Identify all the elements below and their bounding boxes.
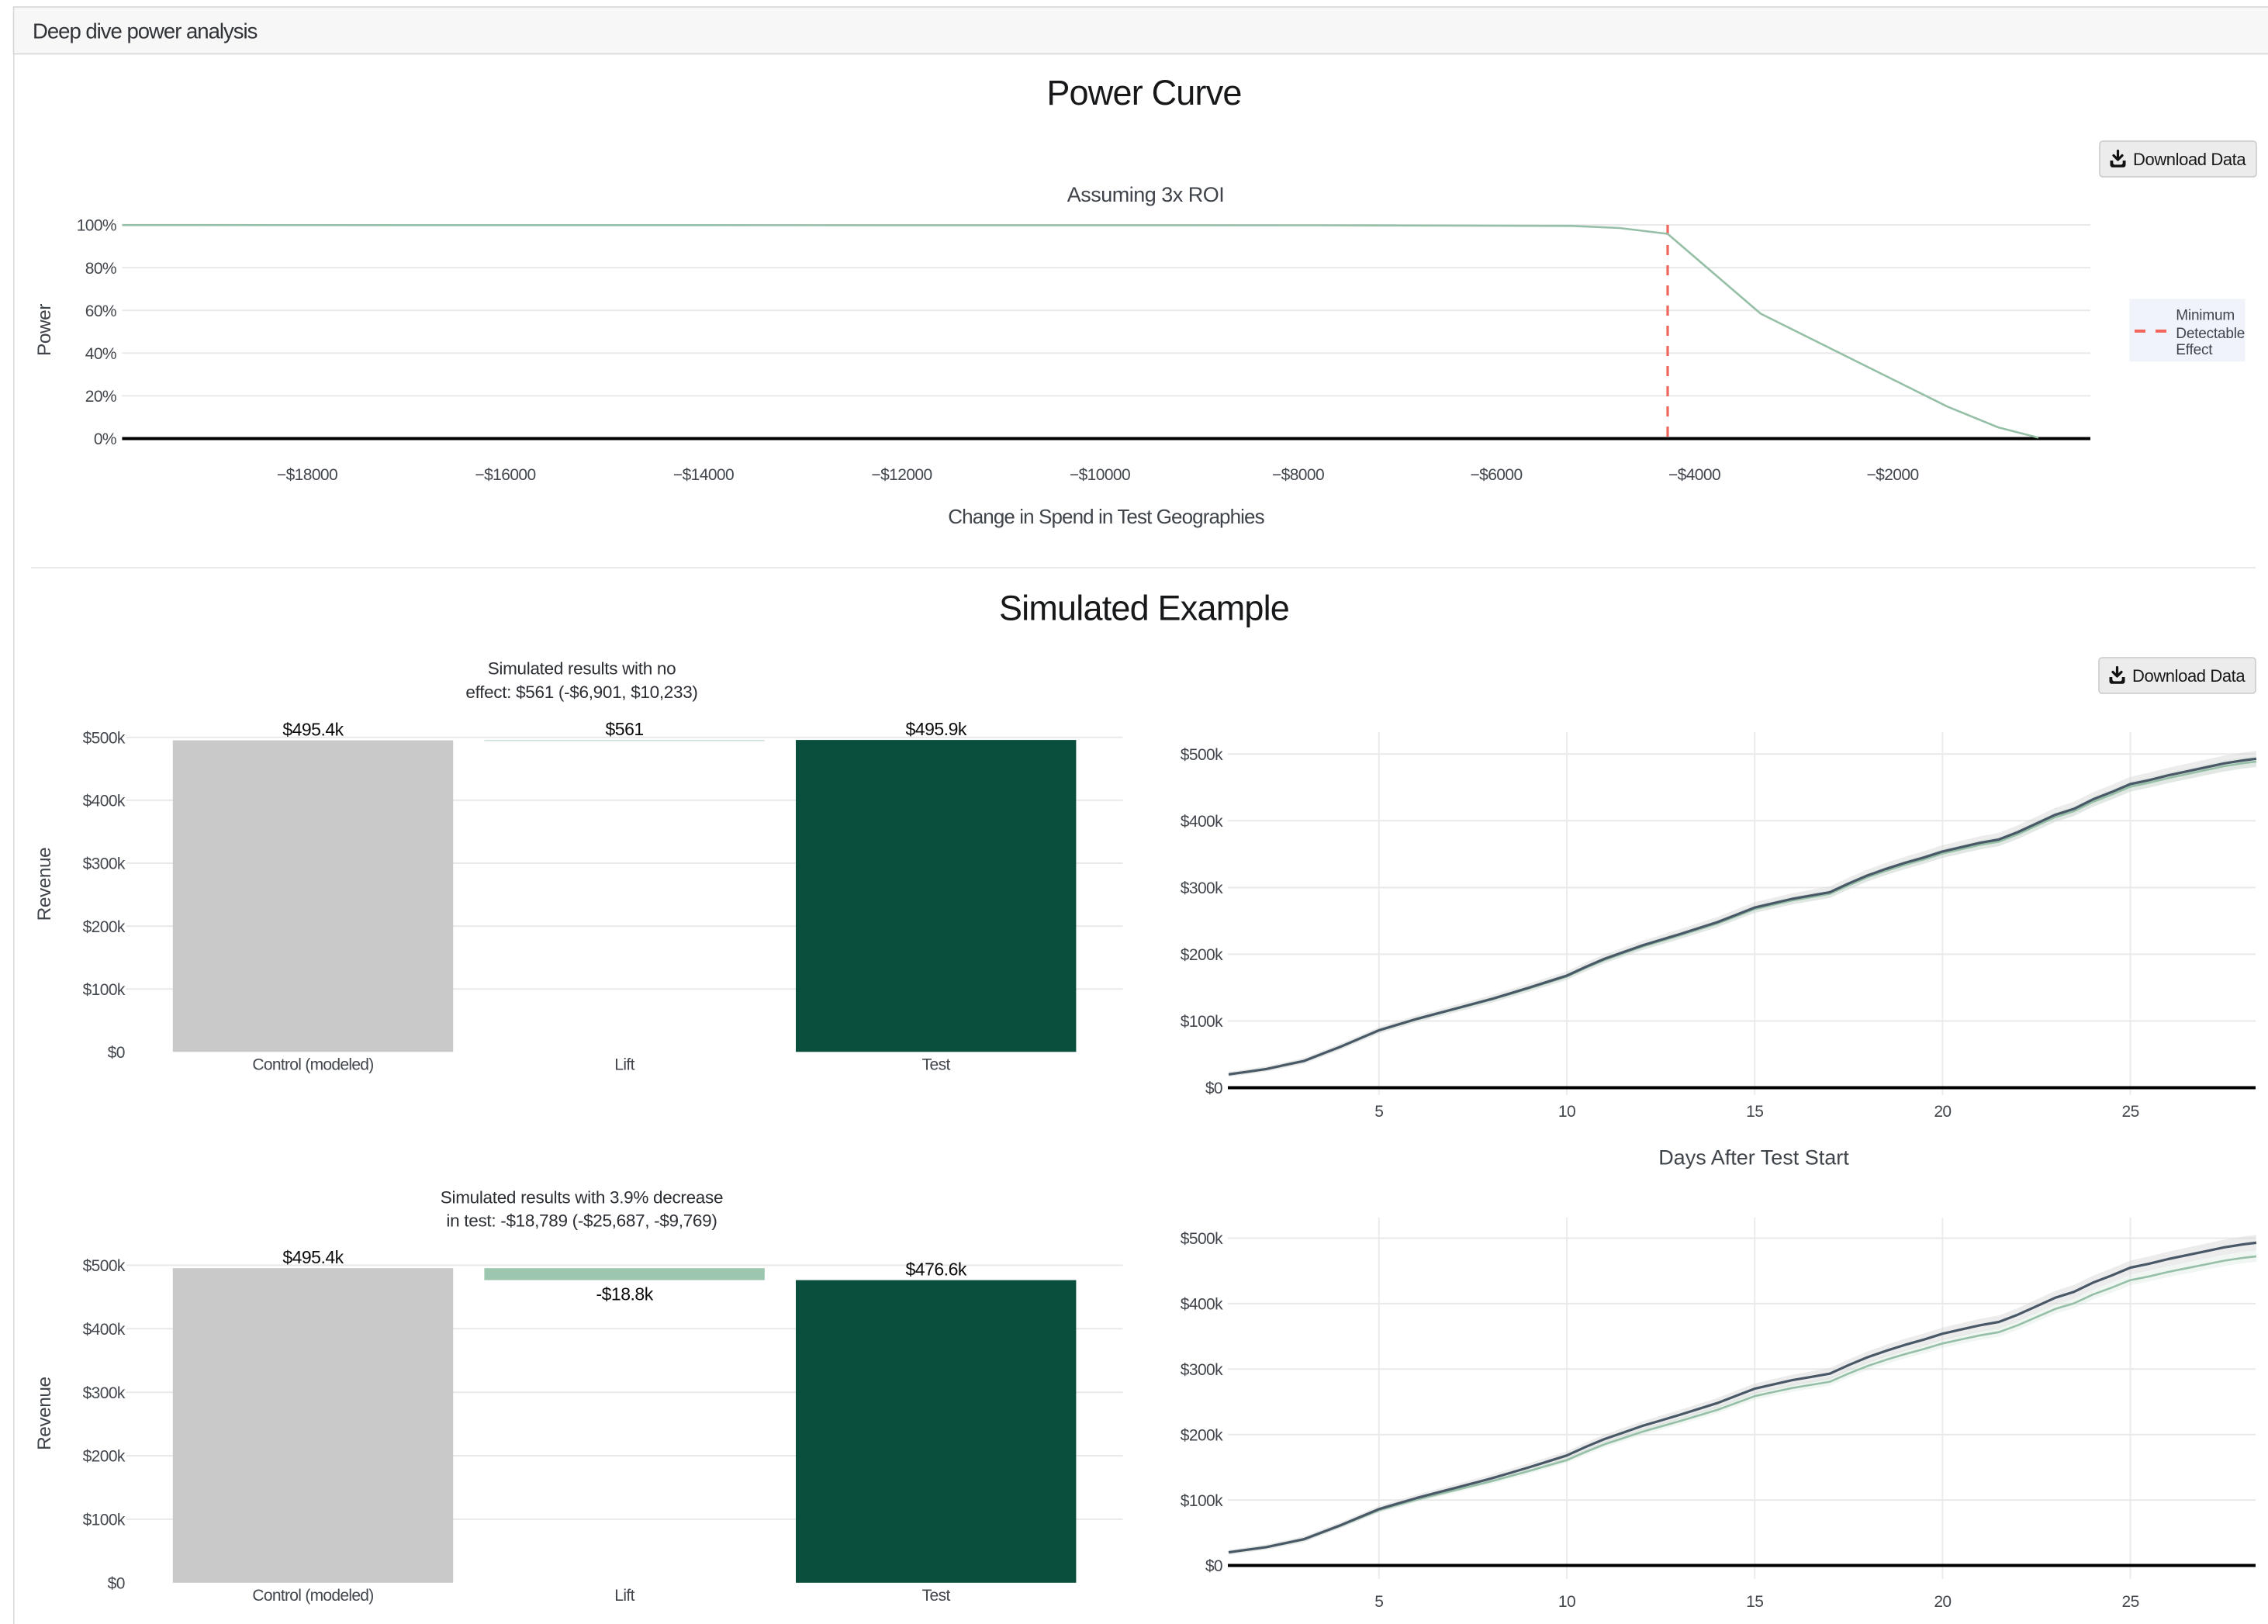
svg-text:15: 15: [1746, 1103, 1763, 1121]
svg-text:Test: Test: [922, 1056, 951, 1073]
svg-text:$100k: $100k: [1181, 1013, 1223, 1031]
svg-text:$400k: $400k: [1181, 813, 1223, 831]
svg-text:in test: -$18,789 (-$25,687, -: in test: -$18,789 (-$25,687, -$9,769): [446, 1211, 717, 1230]
svg-text:5: 5: [1374, 1103, 1383, 1121]
svg-text:20: 20: [1934, 1103, 1951, 1121]
svg-text:15: 15: [1746, 1593, 1763, 1611]
svg-text:40%: 40%: [85, 345, 116, 363]
svg-text:60%: 60%: [85, 302, 116, 320]
svg-text:Change in Spend in Test Geogra: Change in Spend in Test Geographies: [948, 505, 1264, 528]
svg-text:−$4000: −$4000: [1668, 466, 1720, 484]
svg-text:$300k: $300k: [1181, 879, 1223, 897]
svg-text:$400k: $400k: [83, 793, 126, 810]
svg-text:Effect: Effect: [2176, 342, 2213, 358]
svg-text:Power: Power: [34, 304, 55, 356]
svg-text:$300k: $300k: [83, 1384, 126, 1402]
svg-text:Assuming 3x ROI: Assuming 3x ROI: [1067, 183, 1225, 206]
svg-text:0%: 0%: [94, 430, 116, 448]
svg-text:$0: $0: [108, 1044, 125, 1062]
svg-text:−$8000: −$8000: [1272, 466, 1324, 484]
svg-text:$495.9k: $495.9k: [906, 719, 967, 739]
svg-text:$200k: $200k: [1181, 946, 1223, 964]
svg-text:$476.6k: $476.6k: [906, 1259, 967, 1280]
svg-text:$200k: $200k: [83, 1448, 126, 1466]
svg-text:Minimum: Minimum: [2176, 307, 2235, 323]
svg-text:25: 25: [2122, 1593, 2139, 1611]
svg-text:−$10000: −$10000: [1070, 466, 1130, 484]
svg-text:-$18.8k: -$18.8k: [596, 1284, 653, 1304]
svg-text:effect: $561 (-$6,901, $10,233: effect: $561 (-$6,901, $10,233): [465, 682, 697, 702]
svg-text:20%: 20%: [85, 388, 116, 406]
svg-text:−$18000: −$18000: [277, 466, 337, 484]
svg-text:$495.4k: $495.4k: [282, 720, 344, 740]
svg-text:−$14000: −$14000: [673, 466, 734, 484]
svg-text:$100k: $100k: [83, 1512, 126, 1529]
svg-text:−$6000: −$6000: [1470, 466, 1522, 484]
svg-text:5: 5: [1374, 1593, 1383, 1611]
svg-text:$200k: $200k: [1181, 1426, 1223, 1444]
svg-text:Test: Test: [922, 1587, 951, 1605]
svg-text:$0: $0: [1205, 1557, 1222, 1575]
svg-text:Control (modeled): Control (modeled): [252, 1056, 373, 1073]
svg-text:Deep dive power analysis: Deep dive power analysis: [33, 19, 258, 43]
svg-text:10: 10: [1558, 1103, 1575, 1121]
svg-text:−$12000: −$12000: [871, 466, 932, 484]
svg-text:80%: 80%: [85, 260, 116, 278]
svg-text:$500k: $500k: [1181, 746, 1223, 764]
svg-text:$0: $0: [1205, 1080, 1222, 1097]
svg-text:$495.4k: $495.4k: [282, 1247, 344, 1267]
svg-text:Simulated results with no: Simulated results with no: [488, 658, 676, 678]
svg-text:$300k: $300k: [1181, 1361, 1223, 1379]
svg-text:$561: $561: [606, 719, 644, 739]
svg-text:20: 20: [1934, 1593, 1951, 1611]
svg-text:Lift: Lift: [614, 1587, 634, 1605]
svg-text:Revenue: Revenue: [34, 1377, 55, 1450]
svg-text:Simulated Example: Simulated Example: [999, 589, 1289, 628]
svg-text:10: 10: [1558, 1593, 1575, 1611]
svg-text:Download Data: Download Data: [2132, 666, 2246, 686]
svg-text:Detectable: Detectable: [2176, 326, 2245, 342]
svg-text:100%: 100%: [77, 217, 116, 235]
svg-text:Simulated results with 3.9% de: Simulated results with 3.9% decrease: [441, 1188, 723, 1208]
svg-text:Power Curve: Power Curve: [1046, 73, 1241, 112]
svg-text:$200k: $200k: [83, 918, 126, 936]
svg-text:$100k: $100k: [1181, 1492, 1223, 1510]
svg-text:$300k: $300k: [83, 855, 126, 873]
svg-text:Days After Test Start: Days After Test Start: [1658, 1146, 1849, 1170]
svg-text:$500k: $500k: [1181, 1230, 1223, 1248]
svg-text:Download Data: Download Data: [2133, 150, 2246, 169]
svg-text:$500k: $500k: [83, 730, 126, 748]
svg-text:−$2000: −$2000: [1866, 466, 1918, 484]
svg-text:$100k: $100k: [83, 981, 126, 999]
svg-text:Control (modeled): Control (modeled): [252, 1587, 373, 1605]
svg-text:−$16000: −$16000: [475, 466, 535, 484]
svg-text:25: 25: [2122, 1103, 2139, 1121]
svg-text:Lift: Lift: [614, 1056, 634, 1073]
svg-text:$500k: $500k: [83, 1257, 126, 1275]
svg-text:$0: $0: [108, 1575, 125, 1593]
svg-text:Revenue: Revenue: [34, 848, 55, 921]
svg-text:$400k: $400k: [83, 1321, 126, 1339]
svg-text:$400k: $400k: [1181, 1296, 1223, 1314]
